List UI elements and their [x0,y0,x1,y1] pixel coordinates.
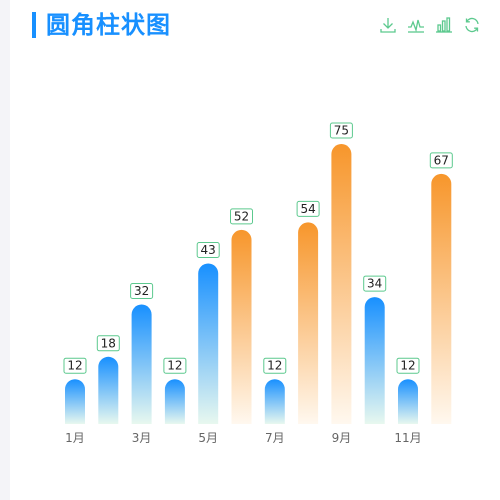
data-label-3月: 32 [130,283,154,300]
bar-8月[interactable] [298,222,319,424]
bar-1月[interactable] [65,379,85,424]
bar-chart-icon[interactable] [434,15,454,35]
bar-9月[interactable] [331,144,352,424]
data-label-11月: 12 [396,357,420,374]
bar-7月[interactable] [264,379,285,424]
svg-text:34: 34 [367,277,382,291]
chart-title: 圆角柱状图 [46,11,171,39]
line-chart-icon[interactable] [406,15,426,35]
data-label-4月: 12 [163,357,187,374]
x-tick-3月: 3月 [132,431,152,445]
svg-text:12: 12 [67,359,82,373]
svg-text:12: 12 [167,359,182,373]
data-label-1月: 12 [63,357,87,374]
bar-2月[interactable] [98,356,119,424]
bar-3月[interactable] [131,304,152,424]
refresh-icon[interactable] [462,15,482,35]
data-label-9月: 75 [329,122,353,139]
bar-5月[interactable] [198,263,219,424]
svg-text:43: 43 [201,243,216,257]
data-label-5月: 43 [196,241,220,258]
svg-text:12: 12 [267,359,282,373]
bar-11月[interactable] [398,379,418,424]
data-label-8月: 54 [296,200,320,217]
data-label-7月: 12 [263,357,287,374]
download-icon[interactable] [378,15,398,35]
svg-text:32: 32 [134,284,149,298]
bar-4月[interactable] [164,379,185,424]
bar-10月[interactable] [364,297,385,424]
bar-6月[interactable] [231,229,252,424]
bar-12月[interactable] [431,173,452,424]
data-label-2月: 18 [96,335,120,352]
svg-text:18: 18 [101,336,116,350]
svg-text:54: 54 [300,202,315,216]
data-label-6月: 52 [230,208,253,225]
x-axis-ticks: 1月 3月 5月 7月 9月 11月 [65,431,421,445]
x-tick-7月: 7月 [265,431,285,445]
svg-text:67: 67 [434,153,449,167]
svg-text:52: 52 [234,209,249,223]
data-label-12月: 67 [429,152,453,169]
x-tick-5月: 5月 [198,431,218,445]
x-tick-9月: 9月 [332,431,352,445]
x-tick-11月: 11月 [394,431,421,445]
bars-group [65,144,452,424]
svg-text:12: 12 [400,359,415,373]
title-accent-bar [32,12,36,38]
toolbox [378,15,482,35]
svg-text:75: 75 [334,124,349,138]
chart-card: 圆角柱状图 [10,0,500,500]
x-tick-1月: 1月 [65,431,85,445]
data-label-10月: 34 [363,275,387,292]
data-labels-group: 12 18 32 12 43 52 12 54 75 34 12 67 [63,122,453,374]
title-wrap: 圆角柱状图 [32,10,171,40]
